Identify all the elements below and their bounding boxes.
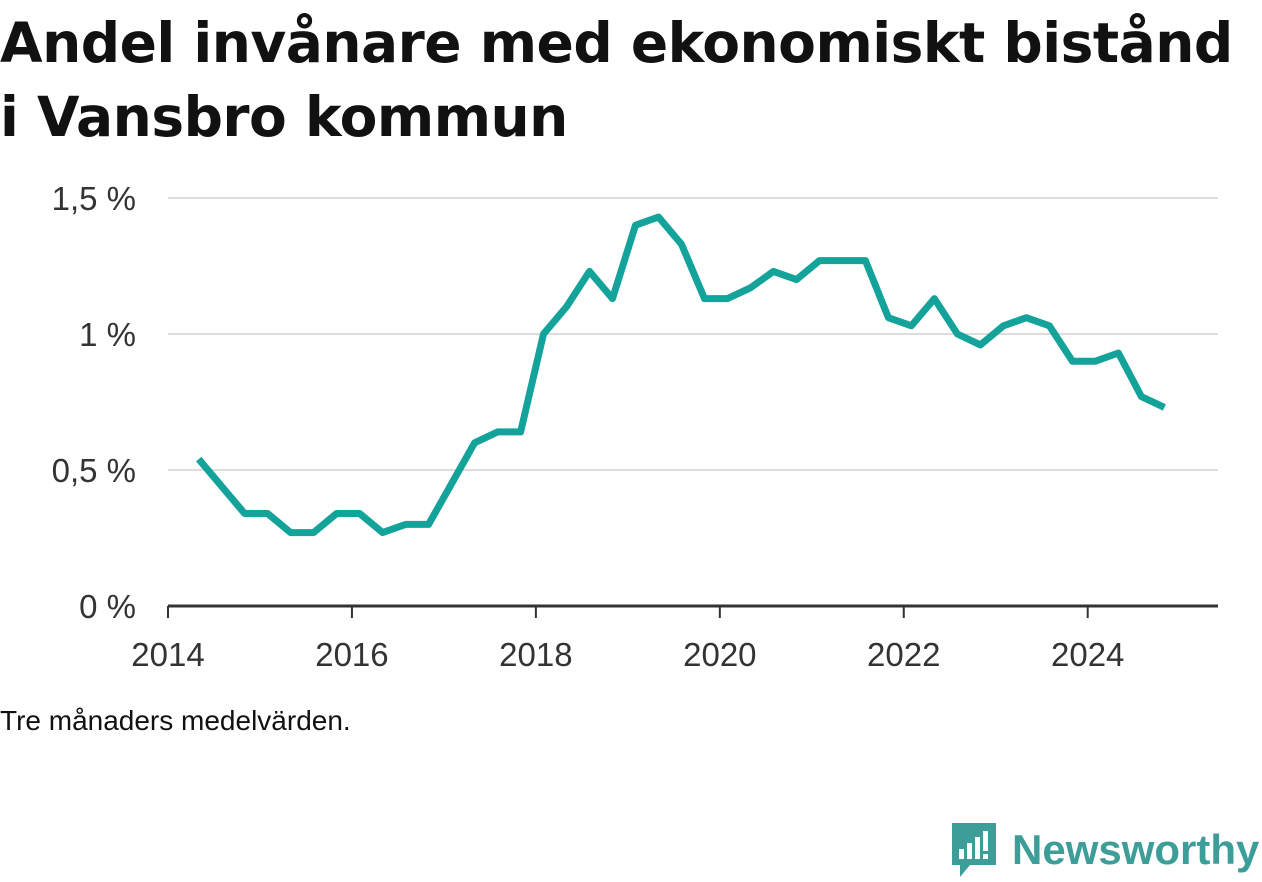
x-tick-label: 2016 (315, 636, 388, 673)
x-tick-label: 2022 (867, 636, 940, 673)
y-tick-label: 1,5 % (52, 180, 136, 217)
newsworthy-logo-icon (952, 823, 996, 877)
series-line (196, 213, 1166, 537)
y-tick-label: 0,5 % (52, 452, 136, 489)
x-tick-label: 2014 (131, 636, 204, 673)
x-tick-label: 2024 (1051, 636, 1124, 673)
line-chart: 0 % 0,5 % 1 % 1,5 % 2014 2016 2018 2020 2022 202… (52, 180, 1218, 673)
y-axis-ticks: 0 % 0,5 % 1 % 1,5 % (52, 180, 136, 625)
x-tick-label: 2020 (683, 636, 756, 673)
brand-name: Newsworthy (1012, 826, 1260, 873)
chart-title: Andel invånare med ekonomiskt bistånd i … (0, 11, 1233, 149)
x-axis: 2014 2016 2018 2020 2022 2024 (131, 604, 1218, 673)
x-tick-label: 2018 (499, 636, 572, 673)
y-tick-label: 1 % (79, 316, 136, 353)
series-group (196, 213, 1166, 537)
y-tick-label: 0 % (79, 588, 136, 625)
brand-logo[interactable]: Newsworthy (950, 818, 1259, 882)
chart-note: Tre månaders medelvärden. (0, 705, 351, 736)
grid-lines (168, 197, 1218, 471)
